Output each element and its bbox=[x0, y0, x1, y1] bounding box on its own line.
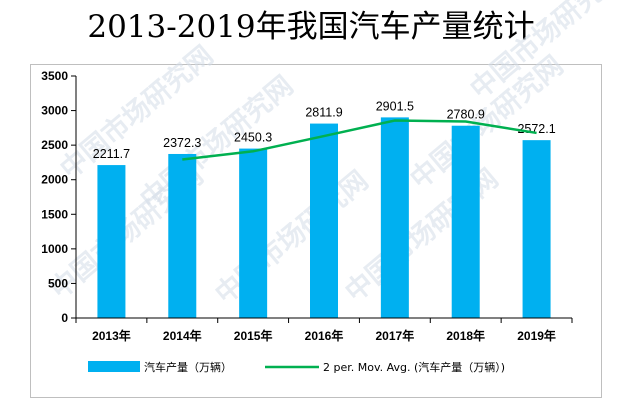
y-tick-label: 1000 bbox=[41, 242, 68, 256]
y-tick-label: 2500 bbox=[41, 138, 68, 152]
y-tick-label: 1500 bbox=[41, 207, 68, 221]
legend: 汽车产量（万辆） 2 per. Mov. Avg. (汽车产量（万辆）) bbox=[88, 360, 505, 374]
x-tick-label: 2019年 bbox=[517, 328, 556, 343]
legend-bar-label: 汽车产量（万辆） bbox=[144, 360, 232, 374]
data-label: 2450.3 bbox=[234, 131, 272, 145]
bar bbox=[310, 123, 338, 318]
y-tick-label: 3500 bbox=[41, 69, 68, 83]
x-tick-label: 2013年 bbox=[92, 328, 131, 343]
x-tick-label: 2015年 bbox=[234, 328, 273, 343]
bar bbox=[522, 140, 551, 318]
bar bbox=[168, 153, 197, 318]
chart-title: 2013-2019年我国汽车产量统计 bbox=[87, 9, 535, 45]
data-label: 2211.7 bbox=[93, 147, 130, 161]
bar bbox=[380, 117, 409, 318]
bar bbox=[451, 125, 480, 318]
data-label: 2572.1 bbox=[517, 122, 555, 136]
moving-average-line bbox=[182, 119, 537, 161]
y-tick-label: 3000 bbox=[41, 104, 68, 118]
bar bbox=[239, 148, 268, 318]
bar bbox=[97, 165, 126, 318]
y-tick-label: 2000 bbox=[41, 173, 68, 187]
x-tick-label: 2014年 bbox=[163, 328, 202, 343]
data-label: 2372.3 bbox=[163, 136, 201, 150]
x-tick-label: 2016年 bbox=[305, 328, 344, 343]
x-tick-label: 2017年 bbox=[376, 328, 415, 343]
legend-bar-swatch bbox=[88, 361, 140, 372]
x-tick-label: 2018年 bbox=[446, 328, 485, 343]
data-label: 2901.5 bbox=[376, 99, 414, 113]
chart-frame bbox=[30, 64, 602, 398]
data-label: 2780.9 bbox=[447, 108, 485, 122]
legend-line-label: 2 per. Mov. Avg. (汽车产量（万辆）) bbox=[323, 360, 505, 374]
y-tick-label: 500 bbox=[48, 276, 68, 290]
y-tick-label: 0 bbox=[61, 311, 68, 325]
data-label: 2811.9 bbox=[305, 106, 342, 120]
